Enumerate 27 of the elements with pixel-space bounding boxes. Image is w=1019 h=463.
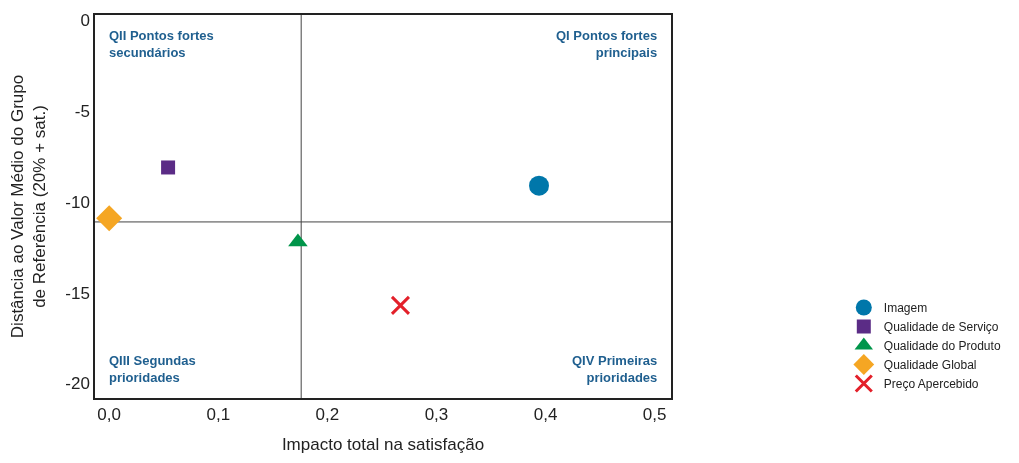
point [288, 233, 308, 247]
x-tick-label: 0,0 [97, 405, 121, 425]
legend-label: Qualidade de Serviço [883, 320, 999, 335]
annotation: QIII Segundas prioridades [109, 353, 196, 385]
point [390, 295, 411, 316]
x-tick-label: 0,1 [206, 405, 231, 425]
annotation: QI Pontos fortes principais [556, 28, 658, 60]
legend-label: Imagem [883, 301, 928, 316]
x-tick-label: 0,3 [424, 405, 449, 425]
x-tick-label: 0,5 [642, 405, 667, 425]
point [96, 205, 123, 232]
x-tick-label: 0,4 [533, 405, 558, 425]
x-axis-title: Impacto total na satisfação [281, 435, 485, 455]
legend-label: Qualidade do Produto [883, 339, 1001, 354]
annotation: QIV Primeiras prioridades [572, 353, 658, 385]
y-tick-label: 0 [80, 11, 90, 31]
point [529, 175, 549, 196]
legend-label: Preço Apercebido [883, 377, 979, 392]
x-tick-label: 0,2 [315, 405, 340, 425]
y-axis-title: Distância ao Valor Médio do Grupo de Referência (20% + sat.) [8, 74, 50, 339]
y-tick-label: -20 [65, 374, 90, 394]
y-tick-label: -15 [65, 283, 90, 303]
y-tick-label: -5 [74, 102, 90, 122]
legend-label: Qualidade Global [883, 358, 977, 373]
annotation: QII Pontos fortes secundários [109, 28, 214, 60]
point [161, 160, 176, 175]
y-tick-label: -10 [65, 192, 90, 212]
